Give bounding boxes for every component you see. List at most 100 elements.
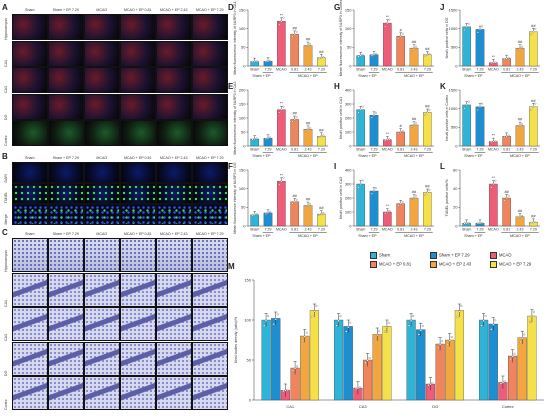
- micrograph-tile: [48, 376, 84, 410]
- data-point: [371, 54, 373, 57]
- x-tick-label: MCAO: [488, 68, 499, 72]
- x-tick-label: MCAO: [382, 68, 393, 72]
- row-header: Hippocampus: [4, 250, 8, 272]
- panel-letter-k: K: [440, 82, 446, 91]
- data-point: [517, 126, 519, 129]
- chart-d: 0 50 100 150 Mean fluorescence intensity of …: [232, 2, 332, 84]
- data-point: [315, 304, 318, 307]
- row-header: DAPI: [4, 174, 8, 183]
- bar: [423, 192, 432, 227]
- x-tick-label: 0.81: [291, 228, 298, 232]
- data-point: [530, 33, 533, 36]
- data-point: [293, 118, 296, 121]
- data-point: [530, 315, 533, 318]
- chart-svg: 0 100 200 300 400 NeuN positive cells in CA1 S…: [339, 87, 434, 158]
- column-header: Sham + EP 7.29: [52, 156, 79, 160]
- panel-letter-e: E: [228, 82, 234, 91]
- bar: [277, 21, 286, 67]
- row-header: CA3: [4, 86, 8, 93]
- data-point: [532, 310, 535, 313]
- micrograph-tile: [120, 204, 156, 225]
- data-point: [429, 383, 432, 386]
- micrograph-tile: [48, 307, 84, 341]
- y-axis-label: NeuN positive cells in CA3: [339, 177, 343, 219]
- data-point: [383, 330, 387, 333]
- data-point: [401, 200, 404, 203]
- column-header: Sham + EP 7.29: [52, 232, 79, 236]
- y-tick-label: 0: [455, 223, 458, 228]
- significance-label: ##: [319, 49, 324, 54]
- data-point: [413, 124, 415, 126]
- x-tick-label: 7.29: [424, 68, 431, 72]
- micrograph-tile: [156, 40, 192, 67]
- column-header: Sham: [25, 8, 35, 12]
- x-group-label: Sham + EP: [464, 234, 483, 238]
- data-point: [311, 315, 314, 318]
- significance-label: ##: [518, 39, 523, 44]
- chart-svg: 0 20 40 60 TUNEL positive cells/% Sham 7.29 ** M…: [445, 167, 540, 238]
- x-tick-label: Sham: [356, 228, 365, 232]
- data-point: [282, 390, 285, 393]
- x-tick-label: 7.29: [265, 68, 272, 72]
- data-point: [286, 388, 289, 391]
- x-tick-label: 7.29: [318, 228, 325, 232]
- data-point: [253, 60, 256, 63]
- legend-item: MCAO + EP 0.81: [370, 261, 411, 268]
- data-point: [463, 29, 466, 31]
- significance-label: **: [492, 54, 496, 59]
- bar: [529, 31, 538, 67]
- micrograph-tile: [120, 120, 156, 146]
- x-tick-label: 0.81: [291, 148, 298, 152]
- data-point: [397, 132, 400, 135]
- micrograph-tile: [120, 67, 156, 93]
- data-point: [320, 56, 323, 59]
- x-tick-label: 7.29: [318, 148, 325, 152]
- y-tick-label: 0: [349, 63, 352, 68]
- y-tick-label: 50: [241, 129, 246, 134]
- data-point: [291, 202, 294, 205]
- data-point: [410, 319, 413, 322]
- micrograph-tile: [120, 40, 156, 67]
- y-tick-label: 150: [239, 167, 246, 172]
- y-axis-label: Mean fluorescence intensity of NLRP3 in …: [233, 162, 237, 234]
- data-point: [305, 206, 307, 209]
- data-point: [295, 30, 298, 33]
- legend-item: MCAO + EP 2.43: [430, 261, 471, 268]
- data-point: [373, 190, 375, 192]
- data-point: [361, 105, 364, 108]
- bar: [462, 104, 471, 147]
- bar: [382, 326, 392, 401]
- panel-letter-d: D: [228, 3, 234, 12]
- data-point: [490, 140, 493, 143]
- x-tick-label: Sham: [356, 148, 365, 152]
- bar: [263, 138, 273, 147]
- data-point: [322, 212, 325, 215]
- x-tick-label: 2.43: [411, 68, 418, 72]
- data-point: [460, 304, 463, 307]
- micrograph-tile: [156, 67, 192, 93]
- data-point: [479, 222, 481, 225]
- data-point: [413, 197, 415, 199]
- data-point: [401, 32, 404, 35]
- data-point: [534, 221, 537, 223]
- data-point: [411, 199, 413, 202]
- chart-k: 0 500 1000 1500 NeuN positive cells in Corte…: [444, 86, 544, 164]
- y-axis-label: NeuN positive cells in Cortex: [445, 95, 449, 141]
- column-header: MCAO: [96, 8, 108, 12]
- chart-m-legend: Sham Sham + EP 7.29 MCAO MCAO + EP 0.81 MCAO…: [370, 252, 548, 278]
- bar: [250, 214, 259, 227]
- y-tick-label: 100: [239, 115, 246, 120]
- bar: [409, 47, 419, 67]
- data-point: [490, 328, 493, 331]
- y-tick-label: 50: [241, 45, 246, 50]
- data-point: [413, 47, 415, 50]
- data-point: [265, 213, 267, 215]
- data-point: [431, 382, 434, 385]
- legend-item: Sham + EP 7.29: [430, 252, 470, 259]
- x-tick-label: 7.29: [530, 148, 537, 152]
- data-point: [503, 199, 506, 202]
- x-tick-label: 2.43: [517, 228, 524, 232]
- data-point: [411, 314, 415, 318]
- data-point: [532, 105, 535, 108]
